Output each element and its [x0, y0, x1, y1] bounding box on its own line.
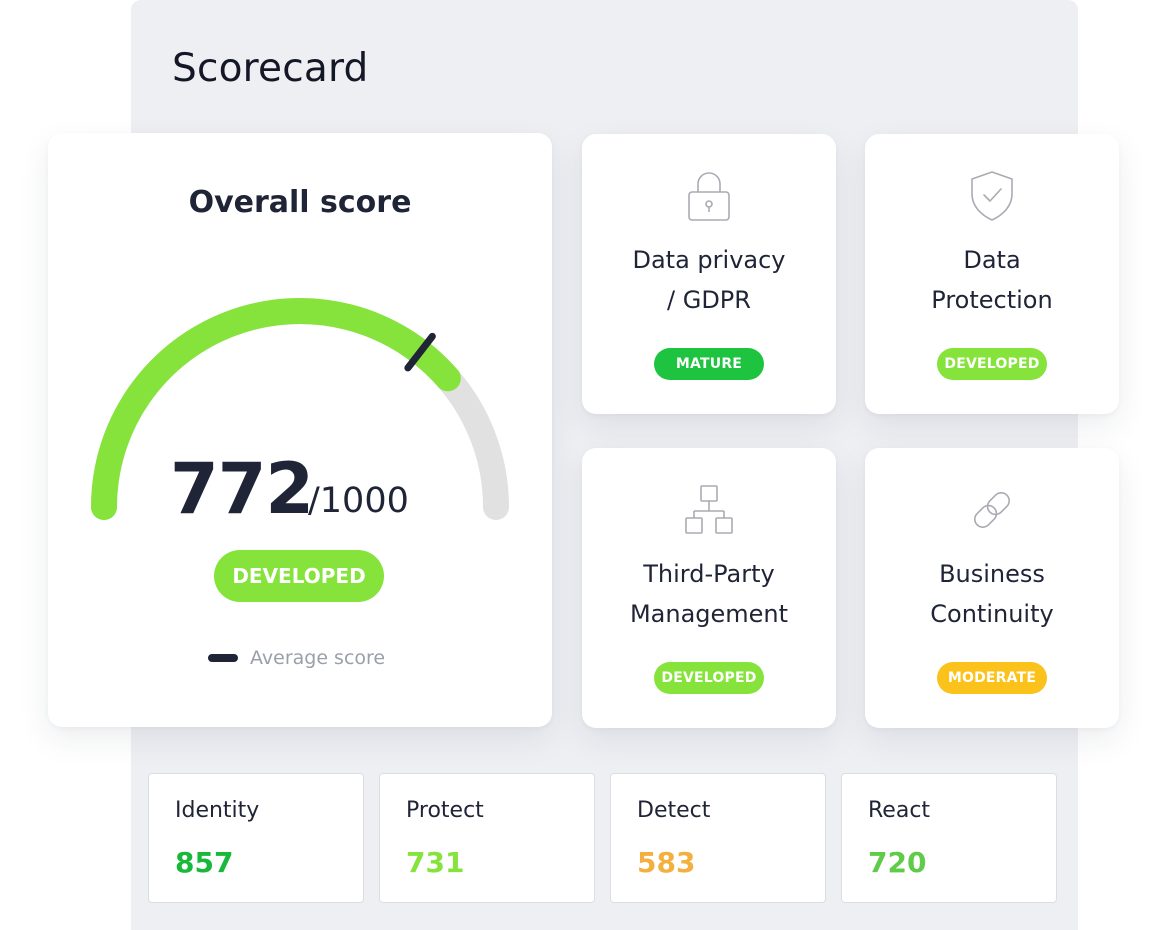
- shield-check-icon: [971, 171, 1013, 221]
- metric-tile-react[interactable]: React 720: [841, 773, 1057, 903]
- metric-tile-detect[interactable]: Detect 583: [610, 773, 826, 903]
- category-status-badge: DEVELOPED: [654, 662, 764, 694]
- metric-label: Identity: [175, 798, 260, 823]
- category-label: Data Protection: [931, 246, 1053, 314]
- metric-tile-protect[interactable]: Protect 731: [379, 773, 595, 903]
- category-card-data-privacy[interactable]: Data privacy / GDPR MATURE: [582, 134, 836, 414]
- category-card-business-continuity[interactable]: Business Continuity MODERATE: [865, 448, 1119, 728]
- score-gauge: [91, 298, 509, 520]
- metric-label: Detect: [637, 798, 711, 823]
- average-score-legend: Average score: [208, 647, 385, 669]
- average-score-swatch: [208, 654, 238, 662]
- org-chart-icon: [685, 485, 733, 534]
- metric-tile-identity[interactable]: Identity 857: [148, 773, 364, 903]
- gauge-fill: [91, 298, 461, 520]
- category-status-badge: MATURE: [654, 348, 764, 380]
- metric-label: React: [868, 798, 931, 823]
- category-status-badge: DEVELOPED: [937, 348, 1047, 380]
- metric-value: 720: [868, 846, 927, 879]
- overall-score-max: /1000: [308, 481, 409, 521]
- overall-score-value: 772: [170, 448, 314, 530]
- category-label: Business Continuity: [930, 560, 1054, 628]
- metric-value: 731: [406, 846, 465, 879]
- overall-score-card[interactable]: Overall score 772 /1000 DEVELOPED Averag…: [48, 133, 552, 727]
- category-status-badge: MODERATE: [937, 662, 1047, 694]
- category-label: Third-Party Management: [629, 560, 789, 628]
- metric-value: 583: [637, 846, 696, 879]
- overall-score-title: Overall score: [188, 185, 412, 220]
- average-score-marker: [404, 332, 436, 372]
- lock-icon: [688, 172, 730, 221]
- category-card-data-protection[interactable]: Data Protection DEVELOPED: [865, 134, 1119, 414]
- metric-label: Protect: [406, 798, 484, 823]
- category-card-third-party[interactable]: Third-Party Management DEVELOPED: [582, 448, 836, 728]
- chain-link-icon: [974, 492, 1010, 528]
- overall-status-badge: DEVELOPED: [214, 550, 384, 602]
- metric-value: 857: [175, 846, 234, 879]
- panel-title: Scorecard: [172, 46, 369, 91]
- category-label: Data privacy / GDPR: [632, 246, 786, 314]
- average-score-label: Average score: [250, 647, 386, 669]
